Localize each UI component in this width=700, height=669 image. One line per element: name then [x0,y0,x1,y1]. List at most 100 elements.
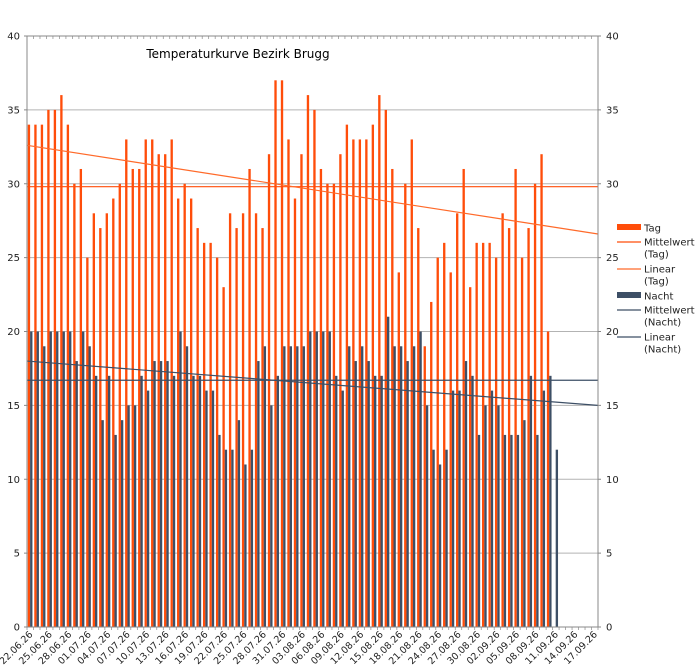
y-tick-label-right: 0 [606,623,612,634]
legend-label: Linear [644,333,676,344]
bar-tag [378,95,381,628]
bar-tag [423,346,426,627]
bar-tag [248,168,251,627]
bar-nacht [549,375,552,627]
y-tick-label-right: 40 [606,32,619,43]
bar-tag [469,287,472,627]
bar-tag [430,301,433,627]
bar-nacht [276,375,280,627]
bar-nacht [536,434,539,627]
bar-tag [86,257,89,628]
y-tick-label-right: 25 [606,253,619,264]
bar-nacht [192,375,195,627]
bar-nacht [185,346,189,627]
legend-label: (Nacht) [644,318,681,329]
bar-tag [170,139,173,627]
y-tick-label-right: 30 [606,179,619,190]
bar-nacht [270,405,273,628]
bars [27,80,559,628]
bar-nacht [412,346,416,627]
bar-tag [60,95,63,628]
bar-nacht [69,331,72,627]
bar-tag [138,168,141,627]
bar-nacht [30,331,33,627]
bar-nacht [107,375,111,627]
bar-nacht [153,361,156,627]
bar-nacht [374,375,377,627]
bar-tag [183,183,186,627]
trend-line [26,360,599,406]
bar-tag [514,168,517,627]
bar-nacht [419,331,422,627]
bar-tag [202,242,206,627]
bar-tag [481,242,485,627]
bar-nacht [198,375,202,627]
bar-tag [339,154,342,627]
bar-tag [196,228,199,627]
bar-tag [546,331,550,627]
bar-tag [53,109,57,628]
bar-nacht [263,346,267,627]
bar-nacht [309,331,312,627]
bar-tag [79,168,83,627]
bar-nacht [542,390,546,627]
legend-label: Mittelwert [644,306,695,317]
y-tick-label-right: 5 [606,549,612,560]
y-tick-label-right: 20 [606,327,619,338]
bar-tag [118,183,121,627]
legend-swatch [617,224,641,230]
bar-tag [92,213,95,628]
bar-tag [358,139,362,627]
bar-nacht [471,375,474,627]
bar-tag [228,213,232,628]
y-tick-label-left: 30 [7,179,20,190]
bar-nacht [95,375,98,627]
bar-tag [436,257,439,628]
bar-nacht [218,434,221,627]
bar-tag [267,154,271,627]
bar-nacht [458,390,461,627]
legend: TagMittelwert(Tag)Linear(Tag)NachtMittel… [617,224,695,356]
bar-tag [209,242,212,627]
bar-tag [274,80,277,627]
bar-nacht [179,331,182,627]
bar-tag [397,272,400,627]
bar-nacht [88,346,91,627]
bar-tag [462,168,465,627]
bar-nacht [257,361,260,627]
bar-tag [404,183,407,627]
bar-nacht [406,361,409,627]
y-tick-label-left: 15 [7,401,20,412]
bar-nacht [445,449,448,627]
bar-nacht [322,331,325,627]
y-tick-label-right: 10 [606,475,619,486]
bar-tag [222,287,225,627]
bar-nacht [159,361,163,627]
bar-tag [151,139,154,627]
bar-tag [34,124,37,628]
bar-tag [501,213,504,628]
bar-nacht [464,361,468,627]
bar-tag [261,228,264,627]
y-tick-label-left: 25 [7,253,20,264]
bar-nacht [120,420,124,627]
bar-nacht [133,405,137,628]
bar-nacht [166,361,169,627]
bar-tag [177,198,180,627]
bar-nacht [101,420,104,627]
y-tick-label-left: 20 [7,327,20,338]
bar-nacht [49,331,52,627]
bar-tag [99,228,102,627]
y-tick-label-right: 15 [606,401,619,412]
bar-tag [189,198,193,627]
bar-tag [384,109,387,628]
bar-nacht [283,346,286,627]
chart-title: Temperaturkurve Bezirk Brugg [145,47,329,61]
bar-tag [164,154,167,627]
bar-nacht [296,346,299,627]
bar-nacht [244,464,247,627]
bar-nacht [425,405,429,628]
bar-nacht [386,316,390,627]
bar-nacht [62,331,65,627]
bar-nacht [172,375,176,627]
